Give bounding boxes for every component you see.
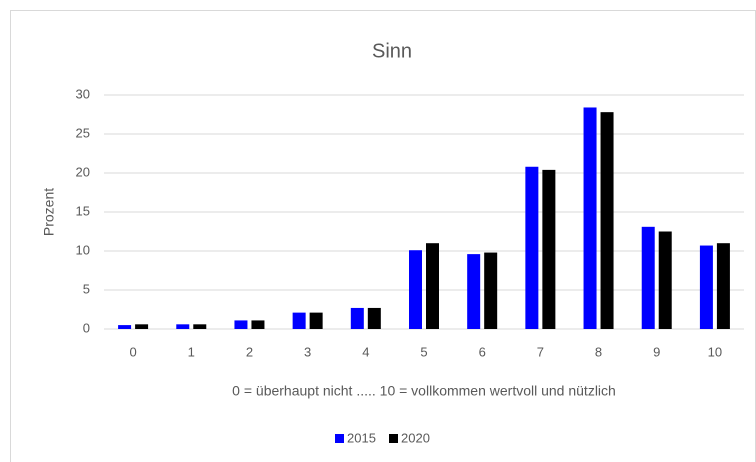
bar: [176, 324, 190, 329]
x-tick-label: 2: [246, 344, 253, 359]
x-tick-label: 7: [537, 344, 544, 359]
bar: [426, 243, 439, 329]
x-tick-label: 5: [420, 344, 427, 359]
y-tick-label: 15: [76, 203, 90, 218]
x-tick-label: 4: [362, 344, 369, 359]
bar: [542, 169, 556, 329]
bar: [118, 325, 132, 329]
y-tick-label: 5: [83, 281, 90, 296]
y-tick-label: 25: [76, 125, 90, 140]
legend-label: 2015: [347, 430, 376, 445]
x-tick-label: 8: [595, 344, 602, 359]
x-tick-label: 6: [479, 344, 486, 359]
x-tick-label: 1: [188, 344, 195, 359]
y-tick-label: 20: [76, 164, 90, 179]
bar: [234, 320, 248, 329]
bar: [641, 226, 655, 329]
x-tick-label: 9: [653, 344, 660, 359]
bar: [525, 166, 539, 329]
bar: [350, 307, 364, 329]
bar: [309, 312, 323, 329]
y-tick-label: 0: [83, 320, 90, 335]
y-axis-label: Prozent: [41, 188, 57, 236]
bar: [251, 320, 265, 329]
bar: [716, 243, 730, 329]
bar: [367, 307, 381, 329]
bar: [699, 245, 713, 329]
chart-frame: [10, 10, 756, 462]
legend-label: 2020: [401, 430, 430, 445]
bar: [193, 324, 207, 329]
x-tick-label: 0: [129, 344, 136, 359]
bar: [658, 231, 672, 329]
x-tick-label: 3: [304, 344, 311, 359]
bar: [484, 252, 498, 329]
bar: [600, 112, 614, 329]
y-tick-label: 30: [76, 86, 90, 101]
x-tick-label: 10: [708, 344, 722, 359]
bar: [467, 254, 481, 329]
legend-swatch: [335, 434, 344, 443]
y-tick-label: 10: [76, 242, 90, 257]
bar: [583, 107, 597, 329]
bar: [409, 250, 422, 329]
legend-swatch: [389, 434, 398, 443]
bar: [135, 324, 149, 329]
chart-title: Sinn: [372, 40, 412, 62]
bar: [292, 312, 306, 329]
x-axis-label: 0 = überhaupt nicht ..... 10 = vollkomme…: [232, 383, 616, 399]
